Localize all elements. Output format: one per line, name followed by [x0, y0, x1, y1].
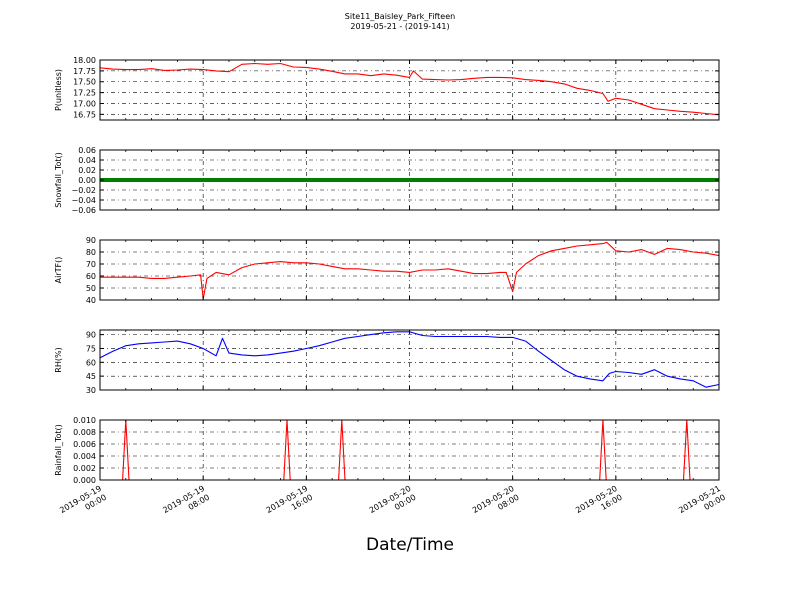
panel-5-ytick-label: 0.008: [73, 428, 96, 437]
panel-4-ytick-label: 60: [86, 358, 96, 367]
panel-4-ylabel: RH(%): [54, 347, 63, 372]
x-tick-label: 2019-05-1916:00: [265, 484, 315, 524]
panel-2-ytick-label: 0.02: [78, 166, 96, 175]
panel-2-ytick-label: 0.04: [78, 156, 96, 165]
panel-2-ytick-label: −0.02: [71, 186, 96, 195]
panel-2-ytick-label: −0.06: [71, 206, 96, 215]
panel-3-series-line: [100, 241, 720, 300]
x-tick-label: 2019-05-2000:00: [368, 484, 418, 524]
figure-subtitle: 2019-05-21 - (2019-141): [350, 22, 449, 31]
x-tick-label: 2019-05-2016:00: [574, 484, 624, 524]
panel-1-ytick-label: 17.75: [73, 67, 96, 76]
panel-4-ytick-label: 30: [86, 386, 96, 395]
panel-2-ytick-label: −0.04: [71, 196, 96, 205]
panel-5-ytick-label: 0.004: [73, 452, 96, 461]
panel-5-ytick-label: 0.002: [73, 464, 96, 473]
x-tick-label: 2019-05-2100:00: [677, 484, 727, 524]
x-tick-label: 2019-05-1908:00: [161, 484, 211, 524]
panel-1-ytick-label: 16.75: [73, 110, 96, 119]
panel-3-ytick-label: 90: [86, 236, 96, 245]
x-tick-label: 2019-05-1900:00: [58, 484, 108, 524]
panel-4-ytick-label: 45: [86, 372, 96, 381]
panel-1-ylabel: P(unitless): [54, 69, 63, 111]
panel-3-ytick-label: 70: [86, 260, 96, 269]
panel-2-ytick-label: 0.00: [78, 176, 96, 185]
panel-4-ytick-label: 75: [86, 344, 96, 353]
panel-2-ylabel: Snowfall_Tot(): [54, 152, 63, 208]
x-tick-label: 2019-05-2008:00: [471, 484, 521, 524]
panel-3-ytick-label: 60: [86, 272, 96, 281]
panel-3-ytick-label: 50: [86, 284, 96, 293]
panel-1-ytick-label: 18.00: [73, 56, 96, 65]
panel-2-ytick-label: 0.06: [78, 146, 96, 155]
panel-3-ytick-label: 80: [86, 248, 96, 257]
panel-5-ytick-label: 0.000: [73, 476, 96, 485]
figure-title: Site11_Baisley_Park_Fifteen: [345, 12, 455, 21]
panel-1-ytick-label: 17.25: [73, 89, 96, 98]
panel-3-ytick-label: 40: [86, 296, 96, 305]
panel-3-ylabel: AirTF(): [54, 257, 63, 284]
panel-5-ytick-label: 0.006: [73, 440, 96, 449]
panel-5-ytick-label: 0.010: [73, 416, 96, 425]
panel-1-ytick-label: 17.50: [73, 78, 96, 87]
panel-1-series-line: [99, 62, 720, 116]
panel-1-ytick-label: 17.00: [73, 99, 96, 108]
panel-4-ytick-label: 90: [86, 331, 96, 340]
panel-5-ylabel: Rainfall_Tot(): [54, 424, 63, 476]
